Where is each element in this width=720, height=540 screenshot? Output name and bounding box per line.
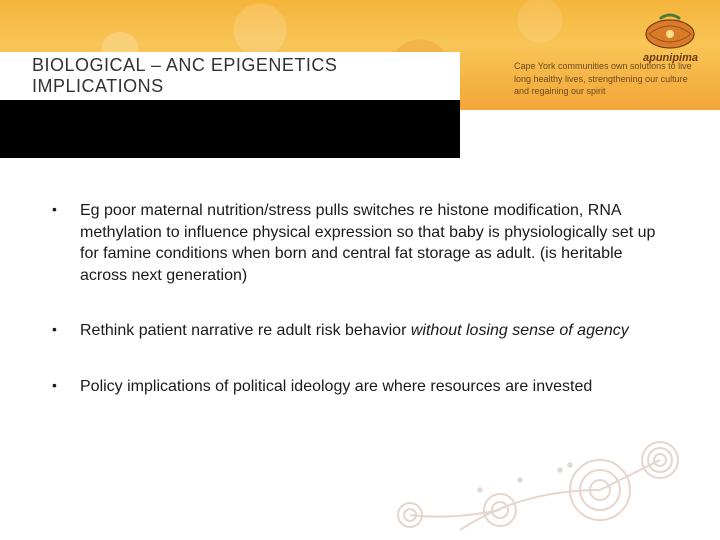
bullet-list: Eg poor maternal nutrition/stress pulls … xyxy=(52,200,672,398)
slide-title: BIOLOGICAL – ANC EPIGENETICS IMPLICATION… xyxy=(32,55,460,97)
title-strip: BIOLOGICAL – ANC EPIGENETICS IMPLICATION… xyxy=(0,52,460,100)
list-item: Eg poor maternal nutrition/stress pulls … xyxy=(52,200,672,286)
bullet-text: Policy implications of political ideolog… xyxy=(80,378,592,395)
bullet-italic: without losing sense of agency xyxy=(411,322,629,339)
logo-area: apunipima xyxy=(643,12,698,64)
bullet-text: Eg poor maternal nutrition/stress pulls … xyxy=(80,202,655,284)
list-item: Rethink patient narrative re adult risk … xyxy=(52,320,672,342)
header-tagline: Cape York communities own solutions to l… xyxy=(514,60,704,98)
logo-icon xyxy=(643,12,697,50)
slide: BIOLOGICAL – ANC EPIGENETICS IMPLICATION… xyxy=(0,0,720,540)
bullet-text: Rethink patient narrative re adult risk … xyxy=(80,322,411,339)
footer-art-icon xyxy=(0,420,720,540)
black-strip xyxy=(0,100,460,158)
list-item: Policy implications of political ideolog… xyxy=(52,376,672,398)
content-area: Eg poor maternal nutrition/stress pulls … xyxy=(52,200,672,432)
